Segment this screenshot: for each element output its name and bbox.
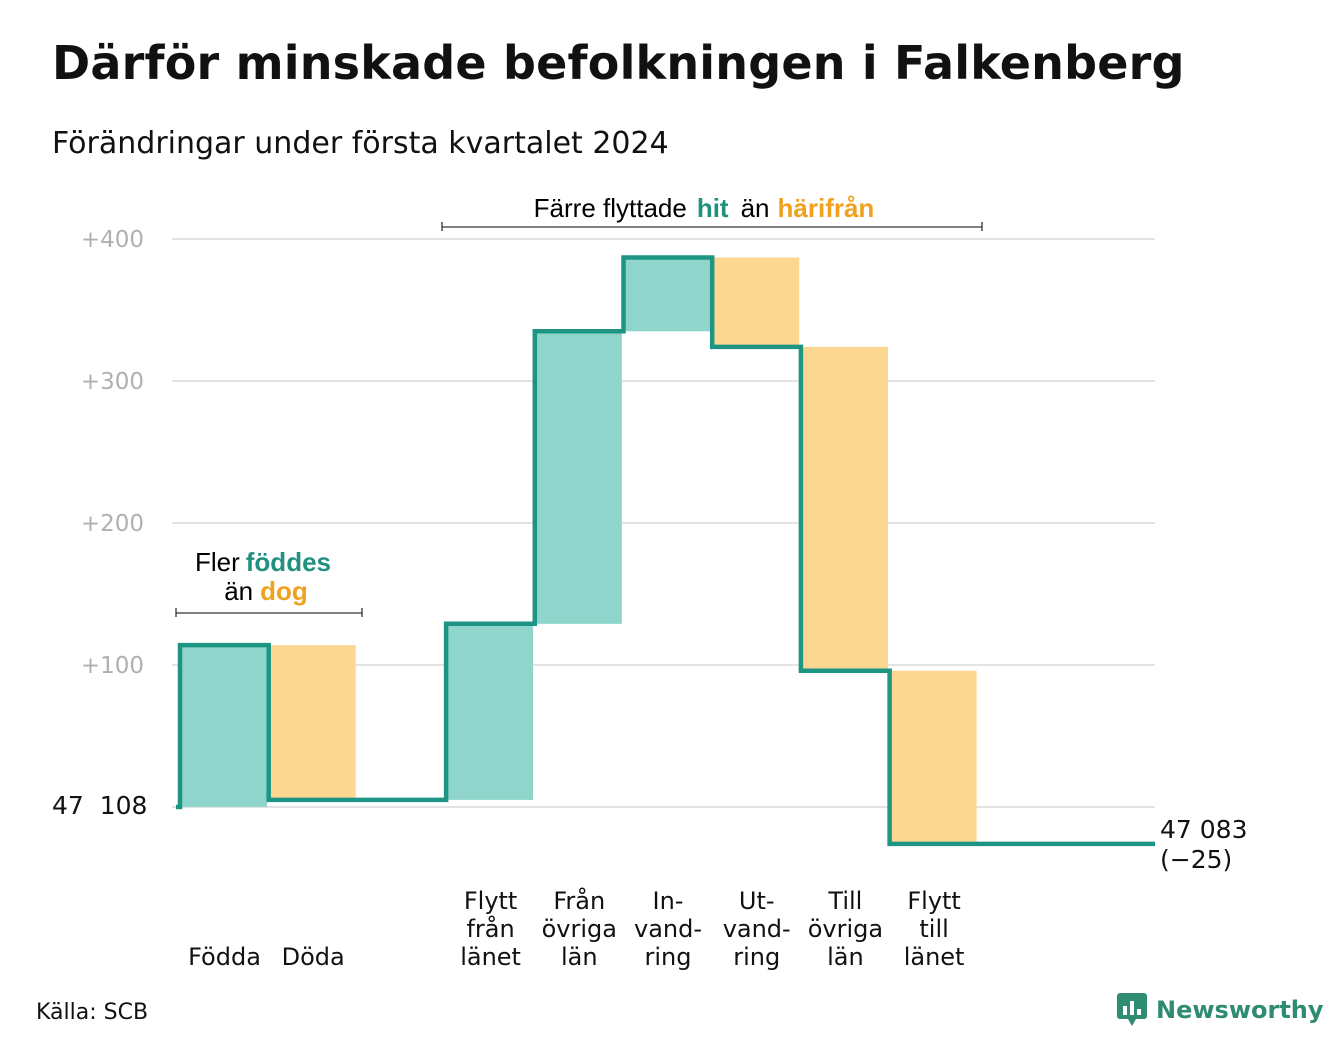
bar-increase (534, 331, 622, 624)
source-note: Källa: SCB (36, 1000, 149, 1025)
births-annotation-highlight: föddes (246, 547, 331, 577)
chart-subtitle: Förändringar under första kvartalet 2024 (52, 126, 669, 161)
grid-lines: +100 +200 +300 +400 (81, 227, 1155, 808)
category-label-line: vand- (634, 915, 702, 943)
category-label-line: Flytt (907, 887, 961, 915)
births-annotation-line1: Fler föddes (195, 547, 331, 577)
category-label: Flytt till länet (904, 887, 965, 971)
category-label-line: ring (733, 943, 780, 971)
bar-increase (180, 645, 267, 807)
category-label-line: Från (553, 886, 605, 915)
bar-decrease (712, 257, 800, 347)
y-tick-label: +300 (81, 369, 144, 395)
migration-annotation-prefix: Färre flyttade (534, 193, 687, 223)
births-annotation: Fler föddes än dog (175, 547, 363, 617)
category-label-line: Flytt (464, 887, 518, 915)
migration-annotation: Färre flyttade hit än härifrån (441, 193, 983, 231)
y-tick-label: +200 (81, 511, 144, 537)
category-label-line: Döda (282, 943, 345, 971)
category-label: Från övriga län (542, 886, 617, 971)
end-change-label: (−25) (1160, 845, 1232, 874)
y-tick-label: +400 (81, 227, 144, 253)
category-label-line: Ut- (739, 887, 775, 915)
category-label: Ut-vand-ring (723, 887, 791, 971)
category-label-line: länet (460, 943, 521, 971)
category-label: Flytt från länet (460, 887, 521, 971)
bar-decrease (800, 346, 888, 671)
category-label-line: ring (645, 943, 692, 971)
category-label: Till övriga län (808, 887, 883, 971)
category-label-line: övriga (542, 915, 617, 943)
brand-logo: Newsworthy (1116, 992, 1324, 1028)
births-annotation-bracket (175, 608, 363, 617)
births-annotation-highlight2: dog (260, 576, 308, 606)
births-annotation-middle: än (224, 576, 253, 606)
bar-increase (623, 257, 711, 332)
chart-title: Därför minskade befolkningen i Falkenber… (52, 36, 1185, 90)
category-label-line: län (561, 943, 598, 971)
category-label-line: Födda (188, 943, 261, 971)
category-label-line: från (466, 914, 514, 943)
category-label-line: län (827, 943, 864, 971)
bars (180, 257, 977, 844)
category-label: Födda (188, 943, 261, 971)
start-value-label: 47 108 (52, 791, 147, 820)
category-label: In-vand-ring (634, 887, 702, 971)
category-label-line: länet (904, 943, 965, 971)
category-label-line: Till (827, 887, 862, 915)
category-label-line: In- (653, 887, 684, 915)
category-label-line: vand- (723, 915, 791, 943)
migration-annotation-middle: än (741, 193, 770, 223)
migration-annotation-highlight: hit (697, 193, 729, 223)
category-label: Döda (282, 943, 345, 971)
migration-annotation-highlight2: härifrån (778, 193, 875, 223)
newsworthy-logo-icon (1117, 993, 1147, 1026)
births-annotation-prefix: Fler (195, 547, 240, 577)
bar-decrease (268, 645, 356, 800)
end-value-label: 47 083 (1160, 815, 1247, 844)
migration-annotation-bracket (441, 222, 983, 231)
category-label-line: övriga (808, 915, 883, 943)
bar-increase (446, 623, 534, 800)
migration-annotation-text: Färre flyttade hit än härifrån (534, 193, 875, 223)
category-label-line: till (919, 915, 948, 943)
brand-name: Newsworthy (1156, 996, 1324, 1024)
y-tick-label: +100 (81, 653, 144, 679)
births-annotation-line2: än dog (224, 576, 308, 606)
bar-decrease (889, 670, 977, 844)
cumulative-step-line (176, 255, 1155, 847)
